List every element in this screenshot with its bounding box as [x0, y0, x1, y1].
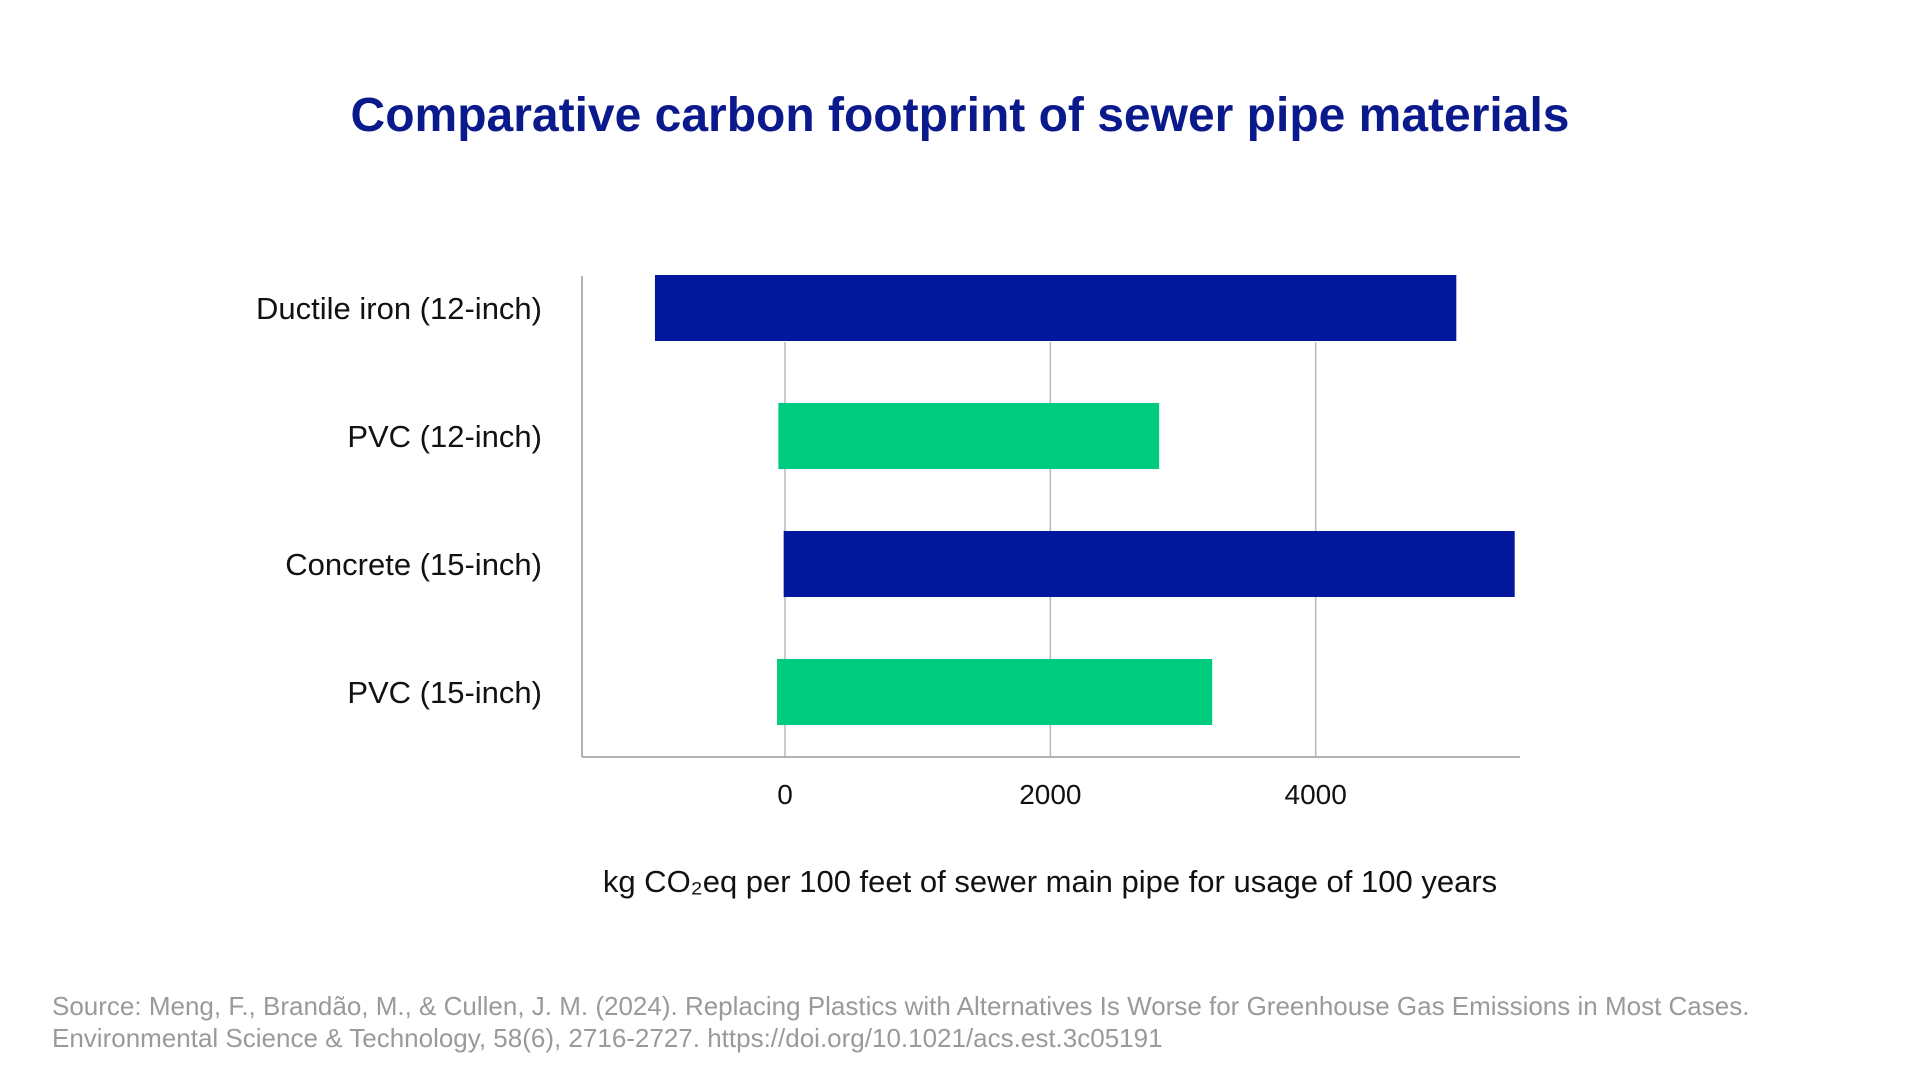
tick-label-0: 0	[777, 779, 793, 810]
bar-2	[778, 403, 1160, 469]
category-label-4: PVC (15-inch)	[347, 675, 542, 710]
bar-1	[654, 275, 1457, 341]
source-line-2: Environmental Science & Technology, 58(6…	[52, 1023, 1163, 1053]
bar-3	[783, 531, 1515, 597]
tick-label-2000: 2000	[1019, 779, 1081, 810]
tick-label-4000: 4000	[1285, 779, 1347, 810]
bar-4	[777, 659, 1213, 725]
x-axis-title: kg CO₂eq per 100 feet of sewer main pipe…	[602, 864, 1498, 899]
source-line-1: Source: Meng, F., Brandão, M., & Cullen,…	[52, 991, 1750, 1021]
category-label-3: Concrete (15-inch)	[285, 547, 542, 582]
category-label-2: PVC (12-inch)	[347, 419, 542, 454]
chart-title: Comparative carbon footprint of sewer pi…	[350, 89, 1570, 142]
category-label-1: Ductile iron (12-inch)	[256, 291, 542, 326]
source-note: Source: Meng, F., Brandão, M., & Cullen,…	[52, 990, 1872, 1054]
